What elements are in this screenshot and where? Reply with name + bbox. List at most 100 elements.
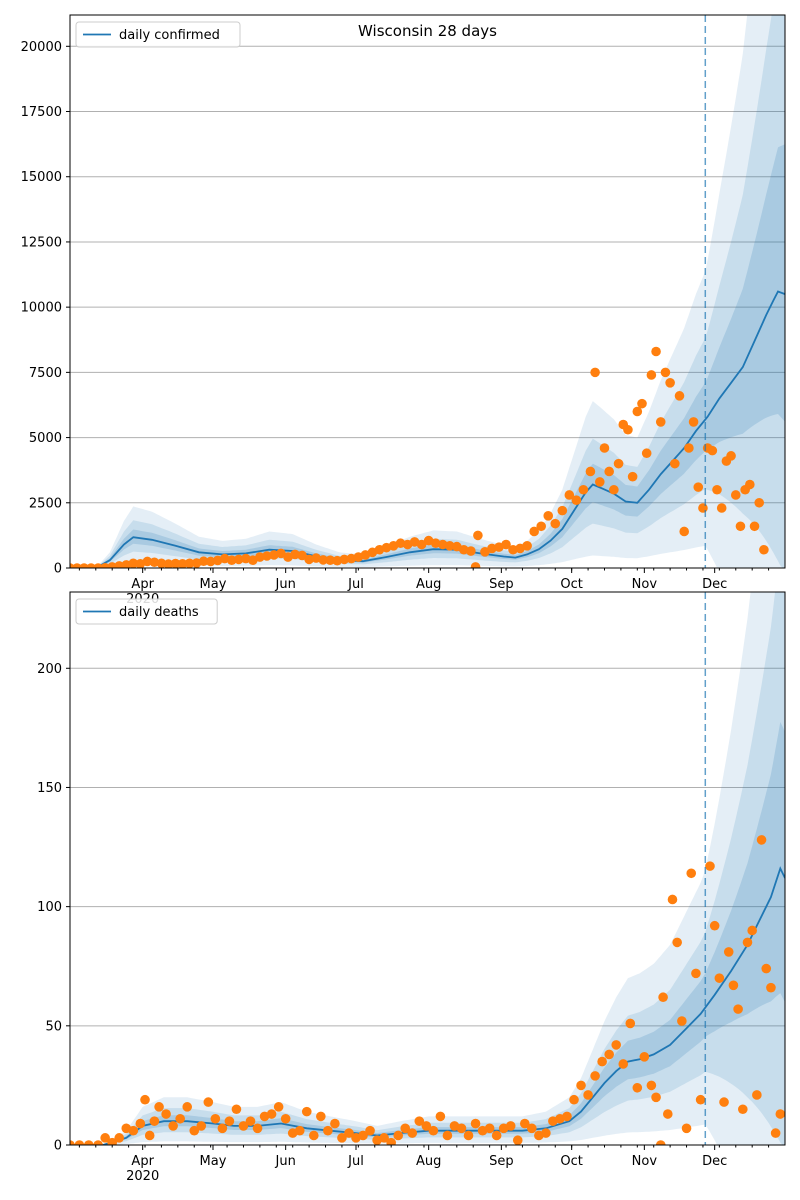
series-line-daily-confirmed — [70, 290, 785, 568]
confidence-band — [70, 15, 785, 568]
y-tick-label: 17500 — [21, 105, 62, 120]
scatter-point — [705, 861, 715, 871]
scatter-point — [691, 968, 701, 979]
axes-frame — [69, 14, 786, 569]
scatter-point — [330, 1118, 340, 1129]
y-tick-label: 100 — [37, 900, 62, 915]
chart-title: Wisconsin 28 days — [358, 22, 497, 40]
scatter-point — [280, 1113, 291, 1124]
y-tick-label: 20000 — [21, 40, 62, 55]
scatter-point — [205, 556, 216, 567]
legend-box — [75, 598, 218, 625]
x-tick-label: Sep — [489, 1154, 514, 1169]
scatter-point — [93, 1140, 103, 1145]
scatter-point — [175, 1113, 185, 1124]
scatter-point — [393, 1130, 403, 1141]
scatter-point — [140, 1094, 150, 1105]
scatter-point — [100, 1133, 110, 1143]
y-gridlines — [70, 667, 785, 1027]
scatter-point — [585, 466, 596, 477]
x-tick-label: Jun — [275, 577, 296, 592]
scatter-point — [604, 466, 614, 477]
x-tick-label: Oct — [560, 1154, 582, 1169]
scatter-point — [529, 526, 539, 537]
scatter-point — [184, 558, 195, 568]
scatter-point — [550, 518, 561, 529]
scatter-point — [231, 1104, 242, 1115]
scatter-point — [775, 1109, 785, 1119]
legend: daily deaths — [75, 598, 218, 625]
y-tick-label: 50 — [45, 1019, 62, 1034]
scatter-point — [679, 526, 689, 537]
scatter-point — [719, 1097, 729, 1107]
scatter-point — [759, 544, 769, 555]
scatter-point — [728, 980, 739, 991]
scatter-point — [144, 1130, 155, 1141]
x-tick-label: Oct — [560, 577, 582, 592]
y-tick-label: 200 — [37, 662, 62, 677]
scatter-point — [316, 1111, 326, 1122]
legend-label: daily confirmed — [119, 28, 220, 43]
scatter-point — [142, 556, 153, 567]
scatter-point — [716, 503, 727, 513]
scatter-point — [297, 550, 307, 561]
scatter-point — [662, 1109, 673, 1119]
scatter-point — [128, 558, 139, 568]
scatter-point — [70, 1140, 75, 1145]
scatter-point — [761, 963, 772, 974]
scatter-point — [536, 521, 546, 532]
x-tick-label: May — [200, 577, 227, 592]
scatter-point — [618, 1059, 629, 1069]
y-axis: 0 50 100 150 200 — [37, 662, 70, 1154]
y-tick-label: 5000 — [29, 431, 62, 446]
scatter-point — [770, 1128, 781, 1138]
x-tick-label: Jun — [275, 1154, 296, 1169]
scatter-point — [210, 1113, 221, 1124]
scatter-point — [641, 448, 652, 459]
scatter-point — [456, 1123, 467, 1134]
scatter-point — [339, 554, 350, 565]
scatter-point — [726, 451, 736, 461]
scatter-point — [135, 1118, 146, 1129]
scatter-point — [714, 973, 725, 983]
scatter-point — [386, 1137, 396, 1145]
scatter-point — [182, 1102, 193, 1112]
scatter-point — [344, 1128, 354, 1138]
scatter-point — [473, 530, 483, 541]
scatter-point — [660, 367, 671, 378]
y-axis: 0 2500 5000 7500 10000 12500 15000 17500 20000 — [21, 40, 70, 577]
scatter-point — [557, 505, 568, 516]
scatter-point — [358, 1130, 368, 1141]
scatter-point — [501, 539, 511, 550]
scatter-point — [637, 398, 647, 409]
scatter-point — [189, 1125, 200, 1136]
plot-area — [70, 592, 785, 1145]
scatter-point — [747, 925, 757, 936]
scatter-point — [613, 458, 624, 469]
y-tick-label: 12500 — [21, 235, 62, 250]
scatter-point — [233, 554, 244, 565]
scatter-point — [255, 552, 265, 562]
scatter-point — [712, 484, 722, 495]
scatter-point — [541, 1128, 551, 1138]
y-tick-label: 7500 — [29, 366, 62, 381]
scatter-point — [627, 471, 638, 482]
y-tick-label: 150 — [37, 781, 62, 796]
scatter-point — [414, 1116, 425, 1126]
x-tick-label: Nov — [632, 1154, 658, 1169]
confirmed-panel: 0 2500 5000 7500 10000 12500 15000 17500 20000 Ap… — [21, 14, 786, 607]
scatter-point — [733, 1004, 743, 1014]
scatter-point — [745, 479, 755, 490]
y-tick-label: 0 — [54, 562, 62, 577]
scatter-point — [590, 367, 600, 378]
scatter-point — [632, 406, 643, 417]
scatter-point — [632, 1082, 643, 1093]
scatter-point — [337, 1133, 347, 1143]
scatter-point — [571, 495, 582, 505]
scatter-point — [505, 1121, 516, 1131]
scatter-point — [107, 1137, 117, 1145]
x-tick-label: Aug — [416, 1154, 441, 1169]
